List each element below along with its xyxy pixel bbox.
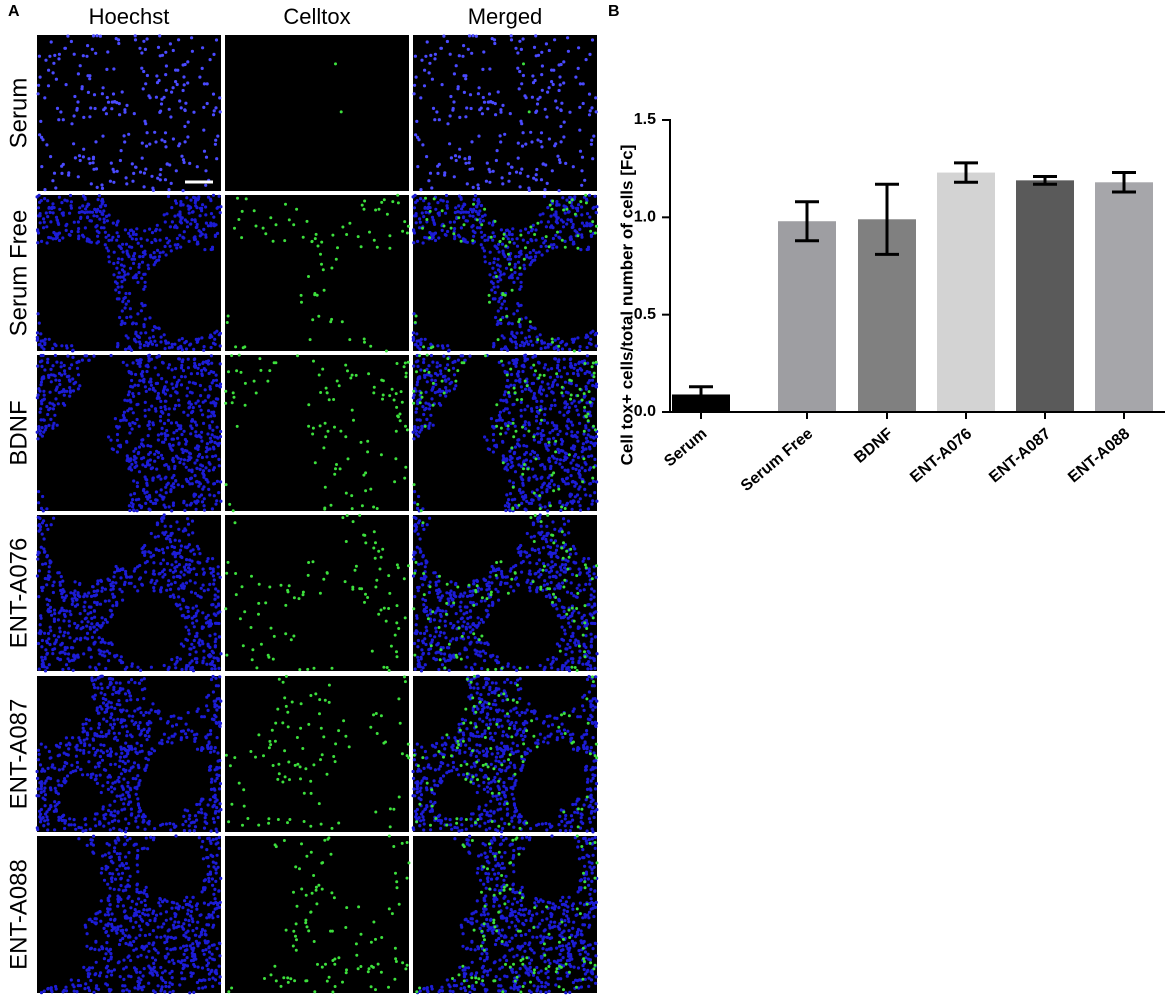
micrograph — [37, 35, 221, 191]
nuclei — [412, 34, 598, 193]
nuclei — [39, 834, 223, 995]
dead-cells — [522, 62, 531, 114]
nuclei — [411, 193, 599, 353]
bar — [937, 172, 995, 412]
bar — [778, 221, 836, 412]
micrograph — [225, 195, 409, 351]
micrograph — [413, 836, 597, 993]
x-tick-label: ENT-A076 — [907, 425, 975, 486]
micrograph — [225, 35, 409, 191]
panel-label: A — [8, 3, 20, 20]
dead-cells — [413, 193, 598, 353]
column-header: Hoechst — [89, 4, 170, 29]
column-header: Merged — [468, 4, 543, 29]
dead-cells — [224, 353, 410, 513]
x-tick-label: ENT-A088 — [1065, 425, 1133, 486]
y-tick-label: 0.0 — [634, 403, 656, 420]
micrograph — [413, 35, 597, 191]
y-tick-label: 1.0 — [634, 209, 656, 226]
x-tick-label: Serum — [661, 425, 710, 470]
micrograph — [225, 676, 409, 832]
micrograph — [37, 836, 221, 993]
micrograph — [225, 836, 409, 993]
bar — [1095, 182, 1153, 412]
nuclei — [35, 513, 223, 673]
nuclei — [36, 34, 222, 193]
row-label: Serum Free — [5, 210, 32, 337]
dead-cells — [412, 353, 598, 513]
dead-cells — [412, 513, 598, 672]
error-bar — [689, 385, 713, 404]
micrograph — [225, 355, 409, 511]
error-bar — [1033, 174, 1057, 186]
y-tick-label: 0.5 — [634, 306, 656, 323]
nuclei — [415, 834, 599, 995]
row-label: ENT-A088 — [5, 859, 32, 970]
image-grid: Hoechst Celltox Merged Serum Serum Free BDNF E… — [5, 4, 599, 995]
x-tick-label: ENT-A087 — [986, 425, 1054, 486]
dead-cells — [415, 834, 599, 994]
column-header: Celltox — [283, 4, 350, 29]
error-bar — [875, 182, 899, 256]
panel-label: B — [608, 3, 620, 20]
dead-cells — [224, 513, 410, 672]
dead-cells — [334, 62, 343, 114]
y-tick-label: 1.5 — [634, 111, 656, 128]
row-label: BDNF — [5, 400, 32, 465]
dead-cells — [224, 674, 411, 830]
row-label: ENT-A087 — [5, 699, 32, 810]
x-tick-label: Serum Free — [738, 425, 816, 495]
error-bar — [1112, 171, 1136, 194]
row-label: Serum — [5, 78, 32, 149]
bar — [1016, 180, 1074, 412]
bar-chart: Cell tox+ cells/total number of cells [F… — [617, 111, 1165, 495]
error-bar — [954, 161, 978, 184]
dead-cells — [227, 834, 411, 994]
nuclei — [35, 193, 223, 353]
nuclei — [35, 674, 223, 834]
row-label: ENT-A076 — [5, 538, 32, 649]
dead-cells — [225, 193, 410, 353]
error-bar — [795, 200, 819, 243]
dead-cells — [412, 674, 599, 830]
x-tick-label: BDNF — [851, 425, 896, 467]
micrograph — [225, 515, 409, 671]
nuclei — [35, 353, 223, 513]
nuclei — [411, 513, 599, 673]
y-axis-label: Cell tox+ cells/total number of cells [F… — [617, 145, 636, 466]
